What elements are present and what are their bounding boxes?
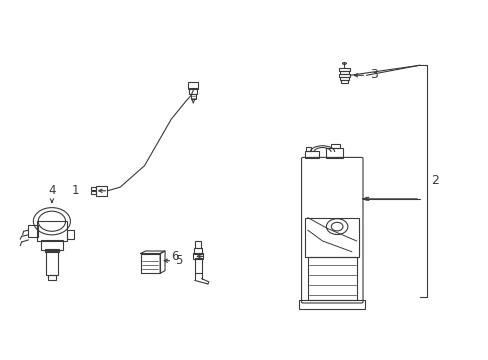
Bar (44, 249, 59, 252)
Text: 6: 6 (171, 250, 178, 263)
Bar (339, 77, 348, 80)
Bar (190, 94, 195, 99)
Bar (305, 147, 310, 150)
Bar (46, 251, 58, 275)
Bar (193, 253, 203, 259)
Text: 1: 1 (72, 184, 79, 197)
Text: 4: 4 (48, 184, 56, 197)
Bar (195, 241, 201, 248)
Text: 3: 3 (369, 68, 377, 81)
Bar (307, 257, 356, 300)
Bar (91, 187, 96, 190)
Bar (188, 82, 198, 89)
Bar (299, 300, 365, 309)
Bar (338, 74, 349, 77)
Bar (340, 80, 347, 83)
Bar (141, 253, 160, 273)
Bar (305, 150, 319, 158)
Bar (189, 88, 197, 94)
Bar (339, 71, 348, 74)
Bar (28, 225, 38, 237)
Text: 2: 2 (430, 174, 438, 186)
Bar (66, 230, 74, 239)
Bar (326, 148, 343, 158)
Bar (91, 192, 96, 194)
Bar (194, 258, 201, 273)
Bar (48, 275, 56, 280)
Bar (194, 248, 202, 253)
Bar (330, 144, 339, 148)
Bar (338, 68, 349, 71)
Bar (305, 218, 358, 257)
Text: 5: 5 (174, 254, 182, 267)
Bar (37, 221, 66, 241)
Bar (41, 240, 62, 250)
Bar (96, 186, 107, 196)
